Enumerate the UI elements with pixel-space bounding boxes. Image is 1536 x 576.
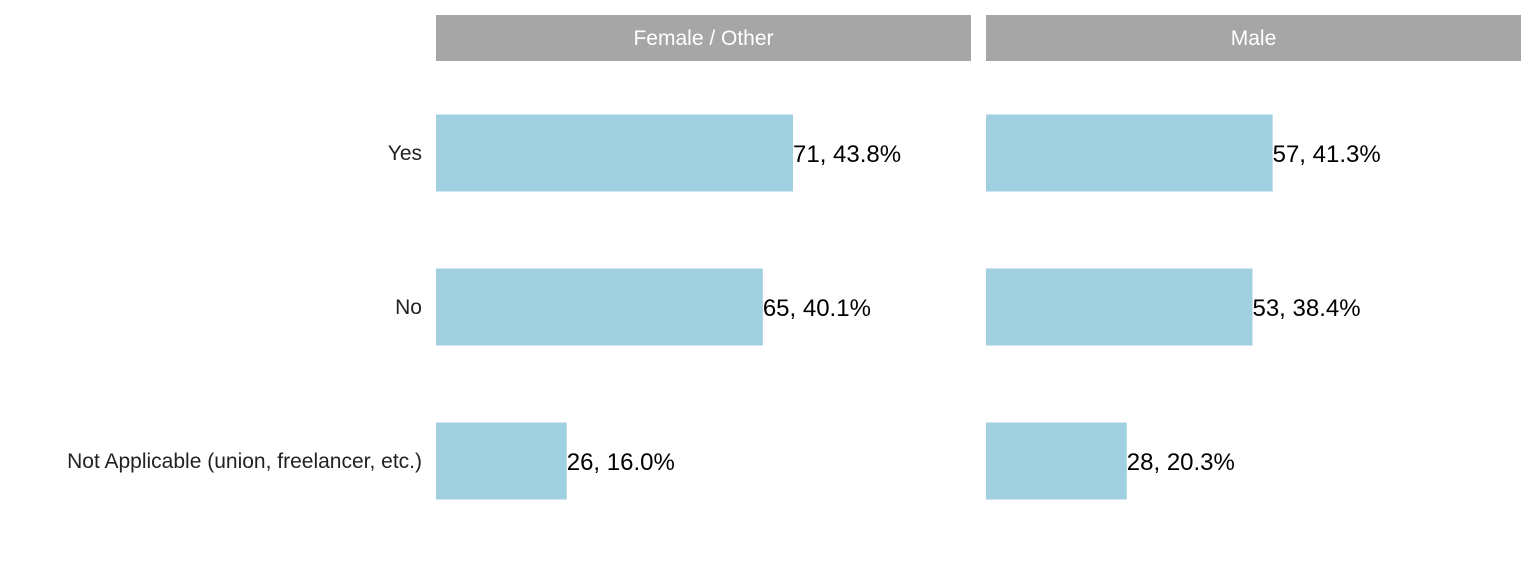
bar <box>436 268 763 346</box>
category-label: Not Applicable (union, freelancer, etc.) <box>67 450 422 473</box>
bar <box>986 114 1273 192</box>
facet-strip <box>986 15 1521 61</box>
facet-panels: Female / Other 71, 43.8% 65, 40.1% 26, 16.0… <box>436 15 1521 500</box>
bar <box>436 114 793 192</box>
bar-data-label: 57, 41.3% <box>1273 141 1381 168</box>
facet-panel: Male 57, 41.3% 53, 38.4% 28, 20.3% <box>986 15 1521 500</box>
facet-strip <box>436 15 971 61</box>
bar-data-label: 71, 43.8% <box>793 141 901 168</box>
bar-data-label: 28, 20.3% <box>1127 449 1235 476</box>
facet-strip-label: Female / Other <box>633 27 773 50</box>
bar-data-label: 53, 38.4% <box>1252 295 1360 322</box>
category-labels: Yes No Not Applicable (union, freelancer, … <box>67 142 422 473</box>
facet-strip-label: Male <box>1231 27 1277 50</box>
bar <box>986 268 1253 346</box>
category-label: Yes <box>388 142 422 165</box>
bar-data-label: 26, 16.0% <box>567 449 675 476</box>
bar-data-label: 65, 40.1% <box>763 295 871 322</box>
category-label: No <box>395 296 422 319</box>
facet-panel: Female / Other 71, 43.8% 65, 40.1% 26, 16.0… <box>436 15 971 500</box>
bar <box>986 422 1127 500</box>
bar <box>436 422 567 500</box>
